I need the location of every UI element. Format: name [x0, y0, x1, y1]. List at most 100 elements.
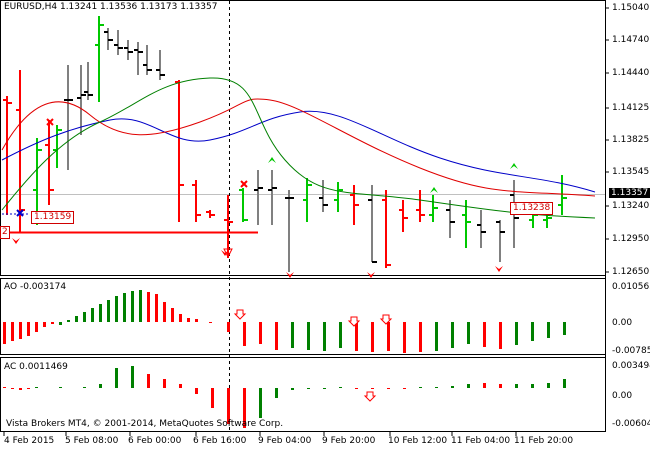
ao-histogram-bar — [419, 322, 422, 352]
ac-histogram-bar — [339, 387, 342, 388]
fractal-down-icon — [12, 238, 20, 244]
ao-histogram-bar — [27, 322, 30, 336]
ao-histogram-bar — [179, 314, 182, 322]
ac-histogram-bar — [547, 383, 550, 388]
price-tick: 1.14740 — [612, 35, 650, 45]
time-tick: 5 Feb 08:00 — [65, 436, 119, 446]
ao-histogram-bar — [11, 322, 14, 341]
ao-histogram-bar — [115, 296, 118, 322]
ao-histogram-bar — [75, 316, 78, 322]
ao-histogram-bar — [499, 322, 502, 349]
ac-tick: 0.003494 — [612, 361, 650, 371]
ao-tick: 0.010563 — [612, 282, 650, 292]
ac-histogram-bar — [59, 387, 62, 388]
ac-histogram-bar — [163, 379, 166, 388]
ao-histogram-bar — [307, 322, 310, 350]
price-tick: 1.13240 — [612, 201, 650, 211]
ao-histogram-bar — [147, 292, 150, 322]
fractal-up-icon — [510, 163, 518, 169]
ao-histogram-bar — [91, 308, 94, 322]
ao-histogram-bar — [209, 322, 212, 323]
ac-histogram-bar — [147, 374, 150, 388]
ao-histogram-bar — [139, 290, 142, 322]
ma-green-line — [1, 77, 596, 219]
ac-histogram-bar — [211, 388, 214, 408]
signal-arrow-icon — [379, 314, 393, 325]
price-tick: 1.12950 — [612, 234, 650, 244]
ac-histogram-bar — [531, 384, 534, 388]
left-marker-label: 2 — [0, 226, 10, 239]
price-tick: 1.14440 — [612, 68, 650, 78]
ao-histogram-bar — [3, 322, 6, 344]
ao-tick: -0.007852 — [612, 346, 650, 356]
ac-histogram-bar — [115, 368, 118, 388]
current-price-tag: 1.13357 — [609, 188, 650, 198]
ma-red-line — [1, 98, 596, 197]
ac-histogram-bar — [499, 384, 502, 388]
signal-arrow-icon — [363, 391, 377, 402]
ao-histogram-bar — [275, 322, 278, 350]
ac-histogram-bar — [355, 388, 358, 389]
fractal-down-icon — [367, 272, 375, 278]
ao-histogram-bar — [163, 302, 166, 322]
ac-histogram-bar — [259, 388, 262, 418]
ac-histogram-bar — [291, 388, 294, 390]
ac-indicator-title: AC 0.0011469 — [4, 362, 68, 372]
ao-histogram-bar — [515, 322, 518, 345]
ac-histogram-bar — [435, 387, 438, 388]
price-tick: 1.15040 — [612, 3, 650, 13]
main-chart-title: EURUSD,H4 1.13241 1.13536 1.13173 1.1335… — [4, 2, 218, 12]
time-tick: 10 Feb 12:00 — [388, 436, 448, 446]
cross-marker-icon — [46, 118, 54, 126]
time-tick: 4 Feb 2015 — [4, 436, 55, 446]
right-price-label: 1.13238 — [510, 202, 554, 215]
time-tick: 11 Feb 04:00 — [451, 436, 511, 446]
ac-histogram-bar — [483, 383, 486, 388]
ao-histogram-bar — [467, 322, 470, 344]
time-tick: 6 Feb 16:00 — [193, 436, 247, 446]
ac-histogram-bar — [387, 388, 390, 389]
signal-arrow-icon — [233, 309, 247, 320]
ac-histogram-bar — [451, 386, 454, 388]
ac-histogram-bar — [99, 384, 102, 388]
ao-histogram-bar — [339, 322, 342, 348]
fractal-up-icon — [268, 157, 276, 163]
ao-histogram-bar — [107, 300, 110, 322]
ao-histogram-bar — [83, 312, 86, 322]
trade-marker-icon — [16, 209, 24, 217]
ao-histogram-bar — [451, 322, 454, 348]
price-tick: 1.13545 — [612, 167, 650, 177]
price-tick: 1.13825 — [612, 135, 650, 145]
ac-histogram-bar — [307, 388, 310, 389]
ao-histogram-bar — [171, 308, 174, 322]
left-price-label: 1.13159 — [31, 211, 75, 224]
ao-histogram-bar — [67, 320, 70, 322]
ao-histogram-bar — [59, 322, 62, 325]
copyright-text: Vista Brokers MT4, © 2001-2014, MetaQuot… — [6, 419, 284, 429]
ao-histogram-bar — [227, 322, 230, 332]
ao-histogram-bar — [323, 322, 326, 351]
ao-histogram-bar — [195, 319, 198, 322]
ac-histogram-bar — [179, 384, 182, 388]
ao-indicator-title: AO -0.003174 — [4, 282, 67, 292]
ac-histogram-bar — [35, 387, 38, 388]
ac-histogram-bar — [419, 387, 422, 388]
ac-tick: 0.00 — [612, 391, 633, 401]
ao-histogram-bar — [155, 294, 158, 322]
ao-histogram-bar — [35, 322, 38, 332]
cross-marker-icon — [240, 180, 248, 188]
ao-histogram-bar — [123, 293, 126, 322]
time-tick: 9 Feb 20:00 — [322, 436, 376, 446]
ac-histogram-bar — [323, 388, 326, 389]
time-tick: 9 Feb 04:00 — [258, 436, 312, 446]
ao-histogram-bar — [259, 322, 262, 344]
ao-histogram-bar — [483, 322, 486, 347]
ac-histogram-bar — [83, 387, 86, 388]
ao-histogram-bar — [403, 322, 406, 353]
ao-histogram-bar — [99, 304, 102, 322]
ac-histogram-bar — [467, 384, 470, 388]
ac-histogram-bar — [275, 388, 278, 398]
price-tick: 1.12650 — [612, 267, 650, 277]
